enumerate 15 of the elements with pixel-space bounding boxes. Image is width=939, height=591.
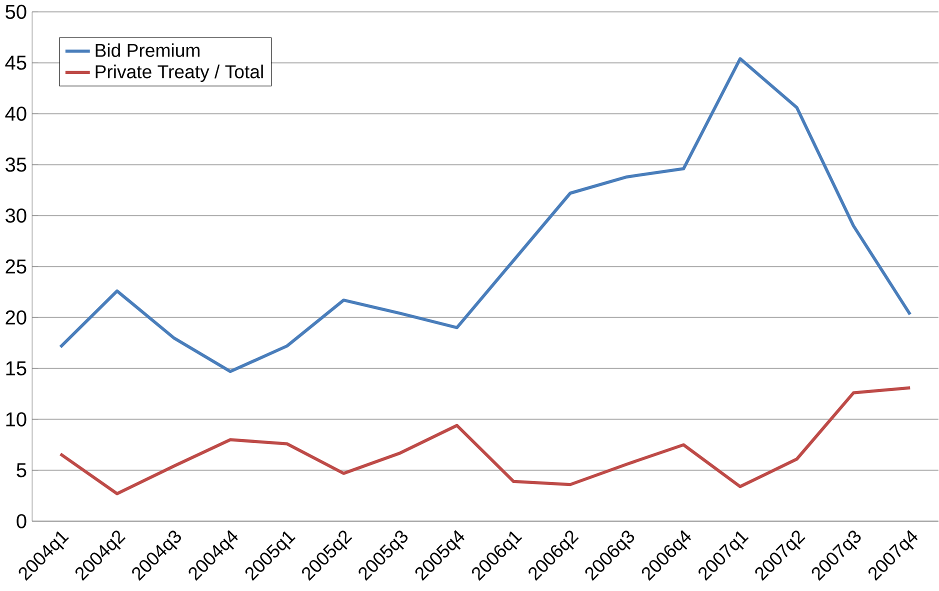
legend-label: Bid Premium [96, 43, 200, 58]
y-tick-label: 30 [6, 208, 26, 223]
y-tick-label: 50 [6, 4, 26, 19]
y-tick-label: 0 [16, 514, 26, 528]
y-tick-label: 35 [6, 158, 26, 172]
y-tick-label: 10 [6, 412, 26, 426]
legend-label: Private Treaty / Total [96, 64, 263, 82]
y-tick-label: 45 [5, 56, 26, 70]
y-tick-label: 5 [16, 463, 26, 478]
y-tick-label: 15 [6, 361, 26, 376]
y-tick-label: 25 [6, 259, 26, 274]
y-tick-label: 40 [5, 106, 26, 121]
y-tick-label: 20 [6, 310, 26, 325]
line-series [58, 57, 912, 374]
line-series [58, 386, 912, 496]
